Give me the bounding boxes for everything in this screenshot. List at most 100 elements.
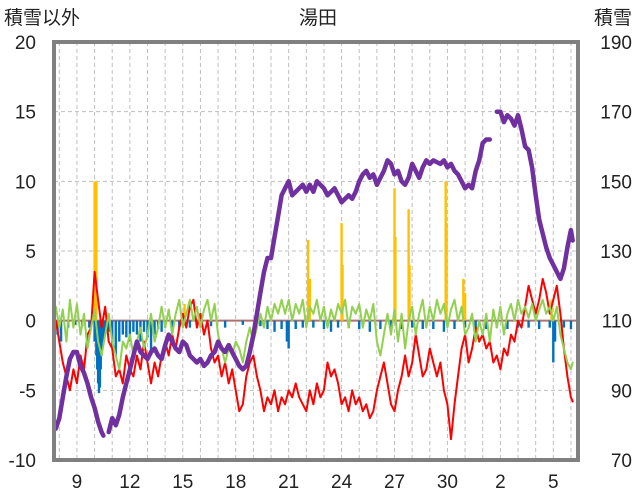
bar	[421, 320, 424, 330]
bar	[312, 320, 315, 328]
series-line	[54, 298, 574, 371]
right-tick-label: 130	[600, 242, 632, 263]
bar	[171, 320, 174, 330]
bar	[463, 292, 467, 321]
bar	[463, 320, 467, 328]
bar	[442, 320, 446, 332]
bar	[107, 320, 110, 332]
left-tick-label: 10	[15, 172, 36, 193]
x-axis-ticks: 9 12 15 18 21 24 27 30 2 5	[72, 472, 559, 493]
bar	[149, 320, 153, 356]
bar	[553, 320, 557, 342]
bar	[160, 320, 163, 332]
bar	[209, 320, 213, 327]
bar	[132, 320, 135, 332]
bar	[379, 320, 382, 330]
bar	[389, 320, 393, 332]
bar	[445, 223, 448, 321]
left-axis-title: 積雪以外	[4, 7, 80, 29]
left-tick-label: 0	[25, 312, 36, 333]
bar	[341, 264, 344, 321]
bar	[308, 278, 312, 321]
bar	[294, 320, 297, 330]
bar	[135, 320, 139, 335]
right-axis-ticks: 190 170 150 130 110 90 70	[600, 33, 632, 472]
bar	[128, 320, 132, 342]
right-tick-label: 170	[600, 103, 632, 124]
bar	[368, 320, 372, 332]
bar	[306, 239, 310, 321]
line-series-group	[53, 109, 575, 441]
bar	[453, 320, 456, 330]
x-tick-label: 24	[331, 472, 353, 493]
left-tick-label: 5	[25, 242, 36, 263]
bar	[153, 320, 156, 335]
bar	[102, 320, 105, 342]
right-tick-label: 70	[611, 451, 632, 472]
bar	[432, 320, 435, 330]
bar	[329, 320, 333, 332]
right-axis-title: 積雪	[594, 7, 632, 29]
bar	[59, 320, 63, 342]
bar	[400, 320, 403, 330]
bar	[301, 320, 304, 328]
bar	[506, 320, 509, 330]
bar	[408, 264, 411, 321]
bar	[93, 181, 96, 321]
bar	[142, 320, 146, 332]
bar	[394, 237, 397, 321]
x-tick-label: 27	[384, 472, 405, 493]
bar	[259, 320, 262, 327]
bar	[223, 320, 227, 328]
bar	[410, 320, 414, 328]
bar	[485, 320, 488, 330]
bar	[266, 320, 269, 330]
bar	[562, 320, 566, 328]
bar	[93, 320, 96, 342]
left-tick-label: -5	[19, 381, 36, 402]
x-tick-label: 21	[278, 472, 299, 493]
right-tick-label: 110	[602, 312, 632, 333]
bar	[121, 320, 125, 335]
bar	[241, 320, 244, 325]
bar	[285, 320, 289, 342]
left-axis-ticks: 20 15 10 5 0 -5 -10	[9, 33, 36, 472]
bar	[322, 320, 326, 330]
bar	[336, 320, 340, 328]
left-tick-label: 20	[15, 33, 36, 54]
bar	[537, 320, 541, 330]
series-line	[53, 109, 575, 438]
bar	[73, 320, 77, 325]
plot-frame	[52, 40, 580, 462]
bar	[358, 320, 361, 330]
bar	[118, 320, 121, 342]
right-tick-label: 190	[600, 33, 632, 54]
x-tick-label: 18	[225, 472, 246, 493]
x-tick-label: 9	[72, 472, 83, 493]
bar	[548, 320, 551, 328]
bar	[462, 278, 465, 321]
bar	[95, 181, 98, 321]
bar	[125, 320, 128, 338]
right-tick-label: 150	[600, 172, 632, 193]
bar	[103, 320, 107, 335]
right-tick-label: 90	[611, 381, 632, 402]
bar	[552, 320, 555, 363]
bar	[188, 320, 192, 328]
x-tick-label: 5	[548, 472, 559, 493]
x-tick-label: 15	[172, 472, 193, 493]
bar	[280, 320, 283, 330]
bar	[527, 320, 530, 328]
bar	[287, 320, 290, 349]
bar	[100, 320, 103, 356]
bar	[569, 320, 573, 330]
chart-title: 湯田	[299, 7, 337, 29]
bar	[114, 320, 117, 356]
bar	[88, 320, 91, 328]
bar	[273, 320, 276, 332]
x-tick-label: 2	[495, 472, 506, 493]
left-tick-label: 15	[15, 103, 36, 124]
bar	[474, 320, 477, 330]
bar	[183, 303, 186, 321]
